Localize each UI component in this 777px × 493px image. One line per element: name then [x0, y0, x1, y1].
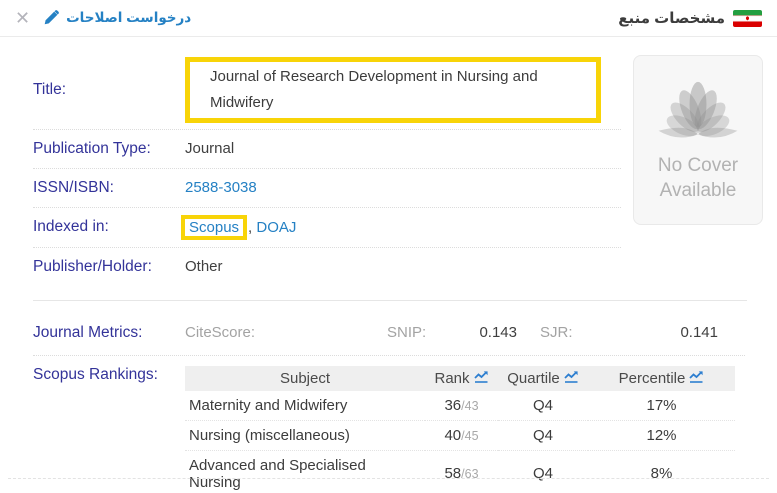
- citescore-label: CiteScore:: [185, 323, 256, 341]
- publisher-value: Other: [185, 258, 223, 276]
- snip-value: 0.143: [479, 323, 517, 341]
- close-icon[interactable]: ✕: [15, 8, 31, 28]
- topbar: ✕ درخواست اصلاحات مشخصات منبع: [0, 0, 777, 37]
- title-label: Title:: [33, 80, 67, 98]
- iran-flag-icon: [733, 9, 762, 27]
- highlight-box-title: Journal of Research Development in Nursi…: [185, 57, 601, 123]
- subject-cell: Maternity and Midwifery: [185, 390, 425, 421]
- field-row-title: Title: Journal of Research Development i…: [33, 57, 621, 130]
- rank-cell: 58/63: [425, 450, 498, 493]
- scopus-rankings-label: Scopus Rankings:: [33, 365, 158, 383]
- lotus-icon: [651, 76, 745, 150]
- issn-link[interactable]: 2588-3038: [185, 179, 257, 197]
- no-cover-placeholder: No Cover Available: [633, 55, 763, 225]
- publication-type-value: Journal: [185, 140, 235, 158]
- table-row: Maternity and Midwifery 36/43 Q4 17%: [185, 390, 735, 421]
- subject-cell: Advanced and Specialised Nursing: [185, 450, 425, 493]
- rank-cell: 40/45: [425, 420, 498, 451]
- scopus-rankings-row: Scopus Rankings: Subject Rank: [33, 365, 773, 493]
- table-row: Advanced and Specialised Nursing 58/63 Q…: [185, 450, 735, 493]
- indexed-in-label: Indexed in:: [33, 218, 109, 236]
- quartile-cell: Q4: [498, 450, 588, 493]
- field-row-issn: ISSN/ISBN: 2588-3038: [33, 169, 621, 208]
- rank-cell: 36/43: [425, 390, 498, 421]
- rankings-header-row: Subject Rank Quartile: [185, 365, 735, 391]
- bottom-divider: [8, 478, 769, 479]
- header-rank[interactable]: Rank: [425, 365, 498, 391]
- sjr-value: 0.141: [680, 323, 718, 341]
- journal-metrics-label: Journal Metrics:: [33, 323, 143, 341]
- pencil-icon[interactable]: [43, 10, 59, 26]
- field-row-publication-type: Publication Type: Journal: [33, 130, 621, 169]
- quartile-cell: Q4: [498, 390, 588, 421]
- percentile-cell: 8%: [588, 450, 735, 493]
- sjr-label: SJR:: [540, 323, 573, 341]
- rank-chart-icon[interactable]: [473, 370, 489, 387]
- content-area: No Cover Available Title: Journal of Res…: [0, 37, 777, 493]
- no-cover-text: No Cover Available: [657, 155, 739, 201]
- quartile-chart-icon[interactable]: [564, 370, 579, 387]
- header-percentile[interactable]: Percentile: [588, 365, 735, 391]
- percentile-cell: 12%: [588, 420, 735, 451]
- index-separator: ,: [248, 218, 257, 236]
- journal-metrics-row: Journal Metrics: CiteScore: SNIP: 0.143 …: [33, 301, 745, 356]
- table-row: Nursing (miscellaneous) 40/45 Q4 12%: [185, 420, 735, 451]
- page-title: مشخصات منبع: [618, 10, 725, 27]
- percentile-chart-icon[interactable]: [689, 370, 704, 387]
- publication-type-label: Publication Type:: [33, 139, 151, 157]
- percentile-cell: 17%: [588, 390, 735, 421]
- request-corrections-link[interactable]: درخواست اصلاحات: [66, 10, 192, 25]
- scopus-link[interactable]: Scopus: [189, 218, 240, 236]
- doaj-link[interactable]: DOAJ: [256, 218, 297, 236]
- header-quartile[interactable]: Quartile: [498, 365, 588, 391]
- field-row-publisher: Publisher/Holder: Other: [33, 248, 621, 286]
- rankings-table: Subject Rank Quartile: [185, 365, 735, 493]
- snip-label: SNIP:: [387, 323, 427, 341]
- header-subject: Subject: [185, 365, 425, 391]
- section-divider: [33, 299, 747, 301]
- publisher-label: Publisher/Holder:: [33, 257, 152, 275]
- subject-cell: Nursing (miscellaneous): [185, 420, 425, 451]
- highlight-box-scopus: Scopus: [181, 214, 248, 240]
- journal-title-value: Journal of Research Development in Nursi…: [210, 68, 538, 111]
- field-row-indexed-in: Indexed in: Scopus, DOAJ: [33, 208, 621, 248]
- issn-label: ISSN/ISBN:: [33, 178, 114, 196]
- quartile-cell: Q4: [498, 420, 588, 451]
